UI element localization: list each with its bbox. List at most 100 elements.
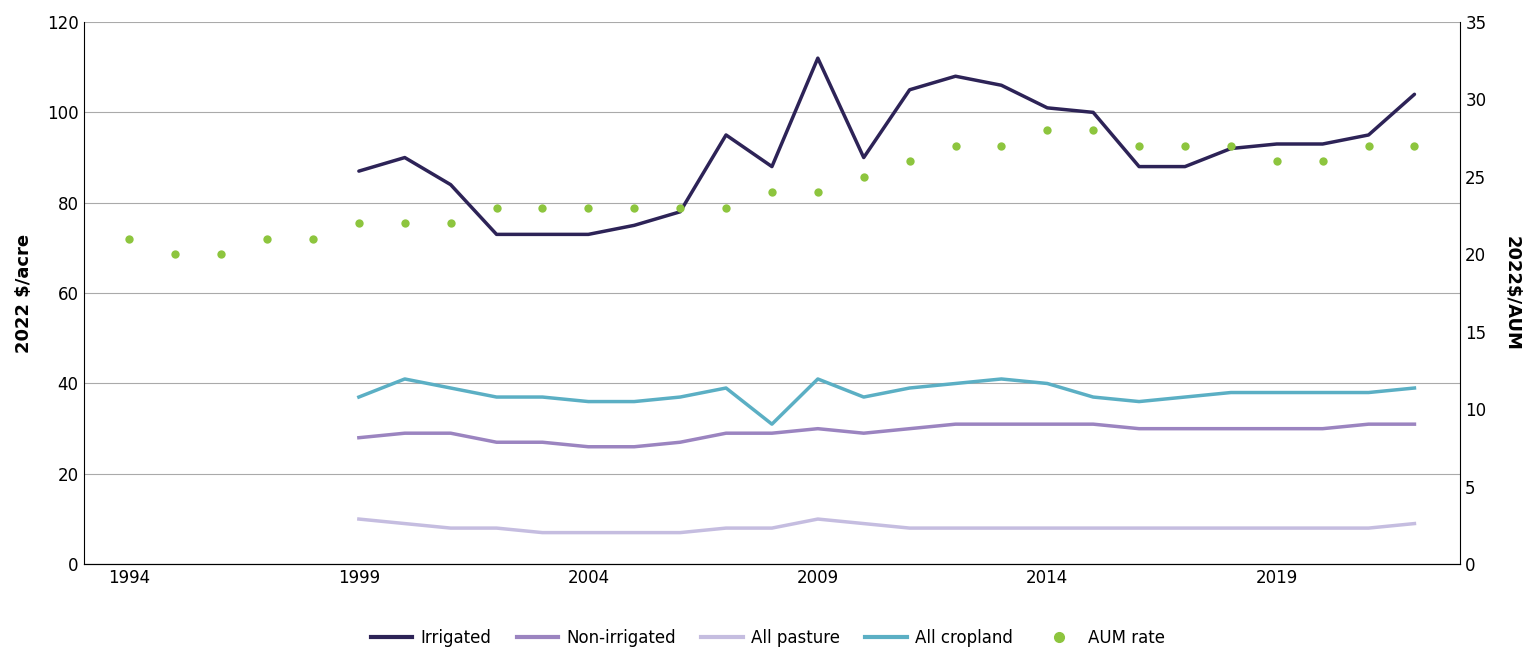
AUM rate: [396, 219, 415, 227]
Irrigated: [625, 221, 644, 229]
All cropland: [1359, 389, 1378, 397]
Irrigated: [533, 230, 551, 238]
All pasture: [1175, 524, 1193, 532]
All pasture: [763, 524, 782, 532]
Irrigated: [1175, 163, 1193, 171]
AUM rate: [1405, 142, 1424, 150]
Irrigated: [717, 131, 736, 139]
All cropland: [579, 397, 598, 405]
Irrigated: [579, 230, 598, 238]
AUM rate: [441, 219, 459, 227]
Non-irrigated: [441, 429, 459, 438]
AUM rate: [625, 204, 644, 212]
Irrigated: [900, 86, 919, 94]
AUM rate: [1130, 142, 1149, 150]
AUM rate: [808, 189, 826, 197]
All cropland: [1313, 389, 1332, 397]
Non-irrigated: [1267, 425, 1286, 433]
Non-irrigated: [1175, 425, 1193, 433]
Irrigated: [1267, 140, 1286, 148]
AUM rate: [992, 142, 1011, 150]
Non-irrigated: [1084, 420, 1103, 428]
All pasture: [1084, 524, 1103, 532]
Irrigated: [1221, 145, 1240, 153]
Non-irrigated: [350, 434, 369, 442]
All pasture: [350, 515, 369, 523]
All cropland: [1175, 393, 1193, 401]
AUM rate: [1267, 157, 1286, 165]
Non-irrigated: [396, 429, 415, 438]
Non-irrigated: [625, 443, 644, 451]
AUM rate: [1313, 157, 1332, 165]
Y-axis label: 2022 $/acre: 2022 $/acre: [15, 233, 32, 353]
AUM rate: [579, 204, 598, 212]
All cropland: [1221, 389, 1240, 397]
AUM rate: [1221, 142, 1240, 150]
Line: Irrigated: Irrigated: [359, 58, 1415, 234]
All cropland: [763, 420, 782, 428]
Non-irrigated: [854, 429, 872, 438]
Line: All cropland: All cropland: [359, 379, 1415, 424]
Irrigated: [671, 208, 690, 216]
All cropland: [671, 393, 690, 401]
Irrigated: [854, 154, 872, 162]
Irrigated: [350, 167, 369, 175]
All pasture: [533, 529, 551, 537]
AUM rate: [350, 219, 369, 227]
AUM rate: [1038, 126, 1057, 134]
All cropland: [946, 379, 965, 387]
Non-irrigated: [1405, 420, 1424, 428]
All pasture: [900, 524, 919, 532]
Non-irrigated: [1130, 425, 1149, 433]
All pasture: [1130, 524, 1149, 532]
AUM rate: [212, 250, 230, 258]
Line: Non-irrigated: Non-irrigated: [359, 424, 1415, 447]
All pasture: [717, 524, 736, 532]
All pasture: [487, 524, 505, 532]
Irrigated: [1359, 131, 1378, 139]
All pasture: [1038, 524, 1057, 532]
AUM rate: [763, 189, 782, 197]
Y-axis label: 2022$/AUM: 2022$/AUM: [1504, 235, 1521, 351]
Non-irrigated: [533, 438, 551, 446]
Irrigated: [1405, 90, 1424, 98]
Irrigated: [396, 154, 415, 162]
Irrigated: [1313, 140, 1332, 148]
Non-irrigated: [900, 425, 919, 433]
All cropland: [854, 393, 872, 401]
All pasture: [579, 529, 598, 537]
AUM rate: [120, 235, 138, 243]
All pasture: [1313, 524, 1332, 532]
AUM rate: [854, 173, 872, 181]
All cropland: [441, 384, 459, 392]
AUM rate: [1359, 142, 1378, 150]
All cropland: [533, 393, 551, 401]
Non-irrigated: [946, 420, 965, 428]
AUM rate: [946, 142, 965, 150]
AUM rate: [671, 204, 690, 212]
Non-irrigated: [808, 425, 826, 433]
Irrigated: [763, 163, 782, 171]
Legend: Irrigated, Non-irrigated, All pasture, All cropland, AUM rate: Irrigated, Non-irrigated, All pasture, A…: [364, 623, 1172, 654]
Non-irrigated: [1313, 425, 1332, 433]
Non-irrigated: [763, 429, 782, 438]
All pasture: [1405, 520, 1424, 528]
Non-irrigated: [1221, 425, 1240, 433]
All pasture: [992, 524, 1011, 532]
Non-irrigated: [671, 438, 690, 446]
Non-irrigated: [717, 429, 736, 438]
Irrigated: [946, 72, 965, 80]
All cropland: [350, 393, 369, 401]
All pasture: [1267, 524, 1286, 532]
Irrigated: [808, 54, 826, 62]
All cropland: [717, 384, 736, 392]
Non-irrigated: [1359, 420, 1378, 428]
AUM rate: [258, 235, 276, 243]
All pasture: [396, 520, 415, 528]
Line: All pasture: All pasture: [359, 519, 1415, 533]
All cropland: [487, 393, 505, 401]
All cropland: [900, 384, 919, 392]
Line: AUM rate: AUM rate: [126, 126, 1419, 258]
Non-irrigated: [579, 443, 598, 451]
All pasture: [441, 524, 459, 532]
